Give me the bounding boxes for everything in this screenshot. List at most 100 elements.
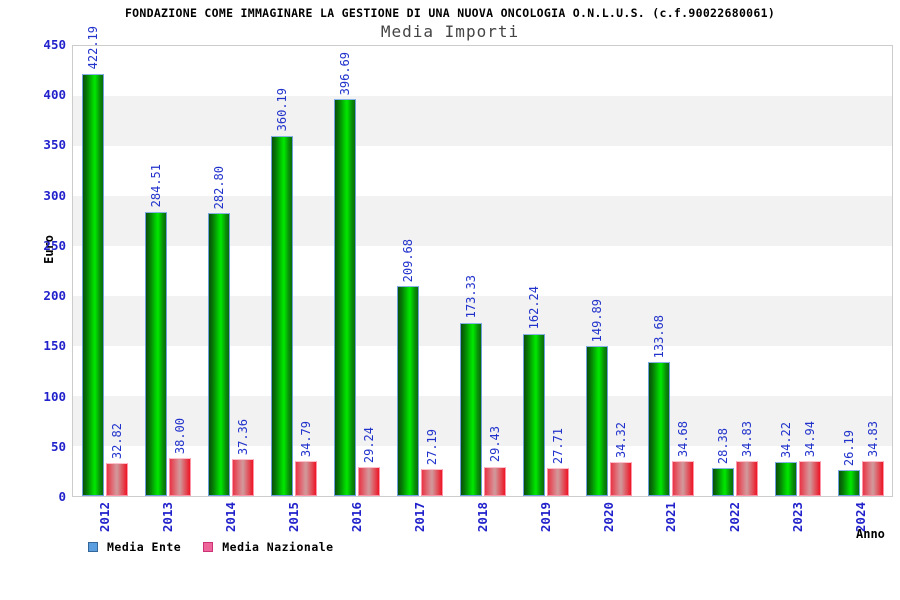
bar-value-label: 396.69 xyxy=(337,51,352,96)
bar-value-label: 422.19 xyxy=(85,26,100,70)
bar-media-nazionale-2018 xyxy=(483,466,506,496)
plot-area: 422.19 32.82 2012 284.51 38.00 2013 282.80 37.3… xyxy=(72,26,893,532)
bar-value-label: 162.24 xyxy=(526,286,541,330)
bar-media-nazionale-2021 xyxy=(672,461,695,496)
bar-media-ente-2022 xyxy=(711,467,734,496)
bar-group-2012: 422.19 32.82 2012 xyxy=(73,26,136,532)
y-tick-label: 400 xyxy=(43,87,66,103)
bar-media-nazionale-2013 xyxy=(168,458,191,496)
bar-group-2022: 28.38 34.83 2022 xyxy=(703,46,766,532)
bar-value-label: 360.19 xyxy=(274,88,289,132)
x-tick-label: 2017 xyxy=(411,502,427,533)
x-axis-title: Anno xyxy=(856,527,885,541)
bar-group-2017: 209.68 27.19 2017 xyxy=(388,46,451,532)
bar-column-media-nazionale: 38.00 xyxy=(168,46,191,496)
bar-value-label: 38.00 xyxy=(172,417,187,454)
plot-band xyxy=(73,96,892,146)
bar-column-media-nazionale: 27.19 xyxy=(420,46,443,496)
bar-column-media-nazionale: 34.83 xyxy=(735,46,758,496)
bar-group-2016: 396.69 29.24 2016 xyxy=(325,46,388,532)
legend-label: Media Nazionale xyxy=(222,540,334,554)
y-tick-label: 350 xyxy=(43,137,66,153)
legend-swatch-icon xyxy=(203,542,214,552)
bar-value-label: 133.68 xyxy=(652,314,667,359)
bar-column-media-nazionale: 29.43 xyxy=(483,46,506,496)
bar-value-label: 27.71 xyxy=(550,428,565,465)
bar-value-label: 284.51 xyxy=(148,164,163,208)
bar-media-ente-2020 xyxy=(585,346,608,496)
x-tick-label: 2018 xyxy=(474,502,490,533)
bar-media-nazionale-2019 xyxy=(546,468,569,496)
bar-column-media-ente: 34.22 xyxy=(774,46,797,496)
y-tick-label: 200 xyxy=(43,288,66,304)
y-tick-label: 0 xyxy=(58,489,66,504)
bar-value-label: 27.19 xyxy=(424,428,439,465)
bar-value-label: 209.68 xyxy=(400,238,415,283)
bar-group-2023: 34.22 34.94 2023 xyxy=(766,46,829,532)
x-tick-label: 2022 xyxy=(726,502,742,533)
bar-media-ente-2023 xyxy=(774,461,797,496)
legend-label: Media Ente xyxy=(107,540,182,554)
bar-column-media-ente: 422.19 xyxy=(81,26,104,496)
bar-media-nazionale-2020 xyxy=(609,461,632,496)
x-tick-label: 2015 xyxy=(285,502,301,533)
y-tick-label: 300 xyxy=(43,187,66,203)
bar-value-label: 173.33 xyxy=(463,275,478,319)
bar-media-ente-2021 xyxy=(648,362,671,496)
bar-value-label: 32.82 xyxy=(109,423,124,460)
bar-column-media-nazionale: 37.36 xyxy=(231,46,254,496)
bar-group-2024: 26.19 34.83 2024 xyxy=(829,46,892,532)
bar-value-label: 34.83 xyxy=(739,421,754,458)
bar-media-nazionale-2016 xyxy=(357,466,380,496)
bar-column-media-ente: 28.38 xyxy=(711,46,734,496)
bar-column-media-nazionale: 34.68 xyxy=(672,46,695,496)
bar-value-label: 282.80 xyxy=(211,165,226,210)
bar-value-label: 34.83 xyxy=(865,421,880,458)
x-tick-label: 2019 xyxy=(537,502,553,533)
bar-group-2015: 360.19 34.79 2015 xyxy=(262,46,325,532)
y-tick-label: 50 xyxy=(50,438,66,454)
bar-group-2014: 282.80 37.36 2014 xyxy=(199,46,262,532)
x-tick-label: 2016 xyxy=(348,502,364,533)
bar-column-media-ente: 284.51 xyxy=(144,46,167,496)
chart-title: FONDAZIONE COME IMMAGINARE LA GESTIONE D… xyxy=(124,6,776,20)
bar-column-media-ente: 209.68 xyxy=(396,46,419,496)
bar-value-label: 37.36 xyxy=(235,418,250,455)
bar-column-media-ente: 162.24 xyxy=(522,46,545,496)
bar-value-label: 34.68 xyxy=(676,421,691,458)
bar-media-nazionale-2014 xyxy=(231,458,254,496)
bar-value-label: 34.22 xyxy=(778,421,793,458)
bar-media-ente-2019 xyxy=(522,333,545,496)
bar-column-media-ente: 173.33 xyxy=(459,46,482,496)
x-tick-label: 2012 xyxy=(96,502,112,533)
legend: Media Ente Media Nazionale xyxy=(88,540,334,554)
bar-column-media-nazionale: 34.94 xyxy=(798,46,821,496)
bar-group-2018: 173.33 29.43 2018 xyxy=(451,46,514,532)
bar-value-label: 26.19 xyxy=(841,429,856,466)
bar-group-2013: 284.51 38.00 2013 xyxy=(136,46,199,532)
bar-media-nazionale-2012 xyxy=(105,463,128,496)
legend-swatch-icon xyxy=(88,542,98,552)
bar-media-ente-2017 xyxy=(396,286,419,496)
bars-layer: 422.19 32.82 2012 284.51 38.00 2013 282.80 37.3… xyxy=(73,26,892,532)
x-tick-label: 2013 xyxy=(159,502,175,533)
chart-subtitle: Media Importi xyxy=(380,22,520,41)
bar-media-nazionale-2017 xyxy=(420,468,443,496)
bar-group-2020: 149.89 34.32 2020 xyxy=(577,46,640,532)
bar-column-media-nazionale: 29.24 xyxy=(357,46,380,496)
bar-column-media-nazionale: 34.83 xyxy=(861,46,884,496)
legend-item: Media Nazionale xyxy=(203,540,333,554)
bar-column-media-ente: 360.19 xyxy=(270,46,293,496)
bar-value-label: 34.32 xyxy=(613,421,628,458)
bar-media-ente-2016 xyxy=(333,99,356,496)
bar-media-ente-2013 xyxy=(144,211,167,496)
bar-value-label: 29.24 xyxy=(361,426,376,463)
bar-media-nazionale-2022 xyxy=(735,461,758,496)
x-tick-label: 2014 xyxy=(222,502,238,533)
bar-value-label: 34.94 xyxy=(802,420,817,458)
x-tick-label: 2021 xyxy=(663,502,679,533)
bar-media-nazionale-2023 xyxy=(798,461,821,496)
y-tick-label: 250 xyxy=(43,237,66,253)
y-tick-label: 150 xyxy=(43,338,66,354)
bar-column-media-nazionale: 32.82 xyxy=(105,46,128,496)
